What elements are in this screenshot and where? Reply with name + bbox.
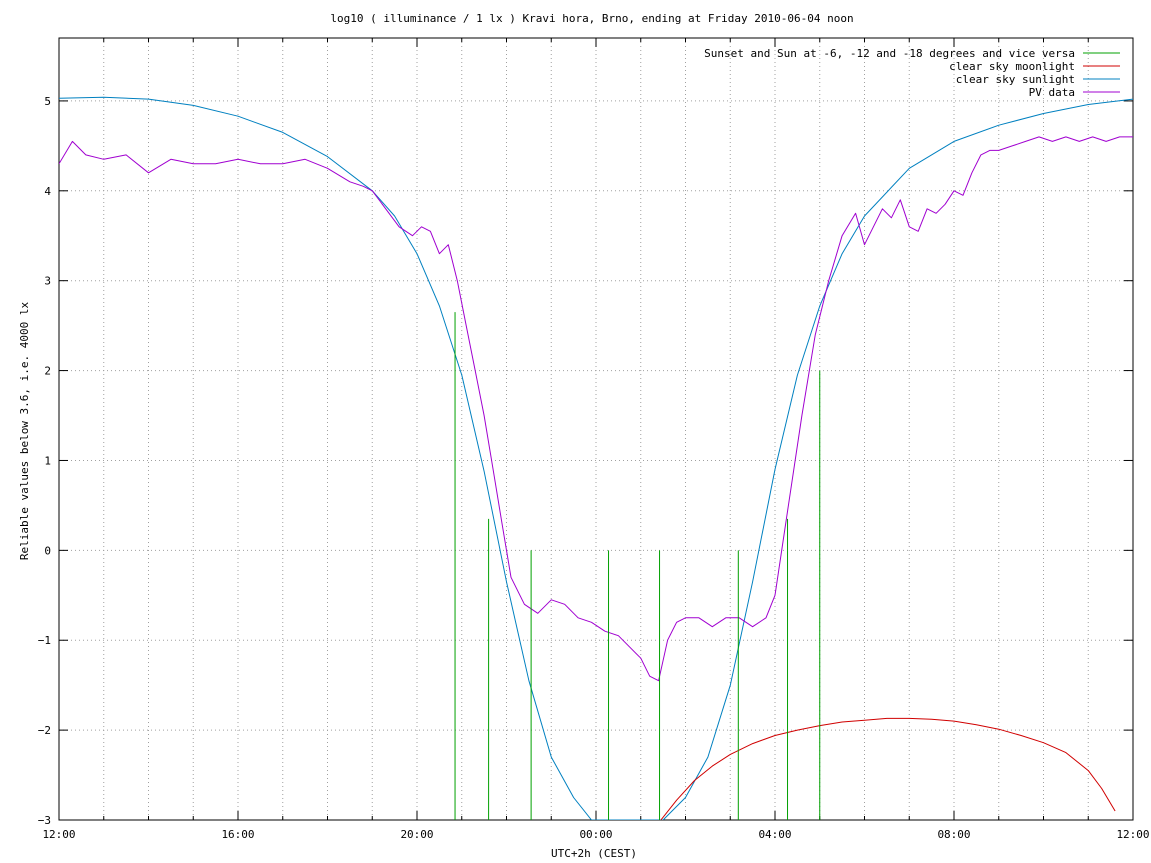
x-tick-label: 12:00 bbox=[42, 828, 75, 841]
y-tick-label: 0 bbox=[44, 544, 51, 557]
x-tick-label: 00:00 bbox=[579, 828, 612, 841]
legend: Sunset and Sun at -6, -12 and -18 degree… bbox=[704, 47, 1120, 99]
clear-sky-sunlight-line bbox=[59, 96, 1133, 820]
clear-sky-moonlight-line bbox=[660, 717, 1116, 820]
x-tick-label: 08:00 bbox=[937, 828, 970, 841]
grid bbox=[59, 38, 1133, 820]
y-tick-label: 4 bbox=[44, 185, 51, 198]
x-tick-label: 16:00 bbox=[221, 828, 254, 841]
y-tick-label: 2 bbox=[44, 365, 51, 378]
x-axis-label: UTC+2h (CEST) bbox=[551, 847, 637, 860]
y-tick-label: 3 bbox=[44, 275, 51, 288]
axis-ticks: 12:00 16:00 20:00 00:00 04:00 08:00 12:00 5 4 3 2 1… bbox=[38, 38, 1150, 841]
y-axis-label: Reliable values below 3.6, i.e. 4000 lx bbox=[18, 301, 31, 560]
y-tick-label: 5 bbox=[44, 95, 51, 108]
y-tick-label: −2 bbox=[38, 724, 51, 737]
pv-data-line bbox=[59, 136, 1133, 682]
chart-title: log10 ( illuminance / 1 lx ) Kravi hora,… bbox=[330, 12, 853, 25]
legend-label: clear sky moonlight bbox=[949, 60, 1075, 73]
x-tick-label: 12:00 bbox=[1116, 828, 1149, 841]
y-tick-label: 1 bbox=[44, 454, 51, 467]
y-tick-label: −3 bbox=[38, 814, 51, 827]
series-layer bbox=[59, 96, 1133, 820]
x-tick-label: 04:00 bbox=[758, 828, 791, 841]
legend-label: clear sky sunlight bbox=[956, 73, 1075, 86]
x-tick-label: 20:00 bbox=[400, 828, 433, 841]
legend-label: Sunset and Sun at -6, -12 and -18 degree… bbox=[704, 47, 1075, 60]
legend-label: PV data bbox=[1029, 86, 1075, 99]
y-tick-label: −1 bbox=[38, 634, 51, 647]
